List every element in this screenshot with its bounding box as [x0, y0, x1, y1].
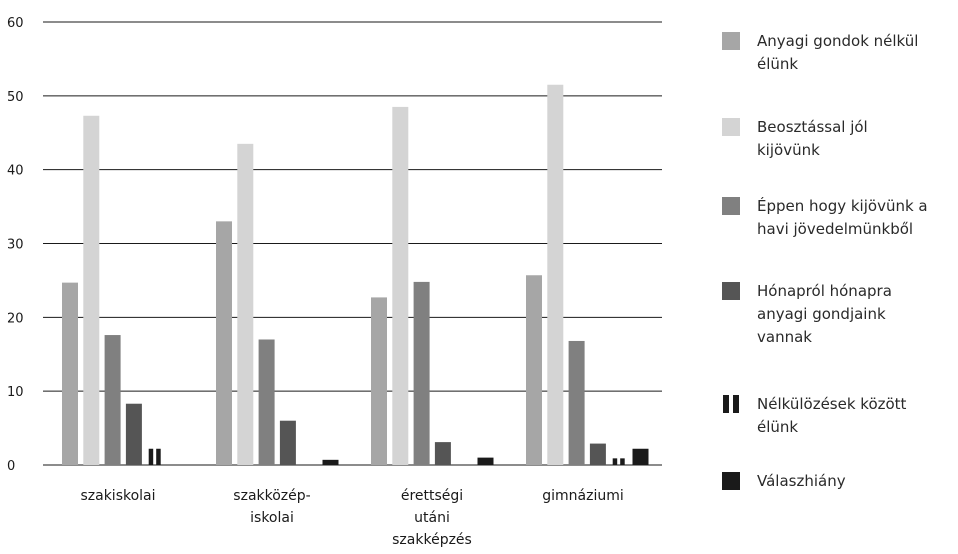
- x-axis-labels: szakiskolai szakközép-iskolai érettségi utá…: [80, 488, 623, 548]
- grid-lines: [43, 21, 662, 466]
- y-tick-label: 40: [7, 164, 24, 179]
- y-tick-label: 10: [7, 385, 24, 400]
- bar: [104, 335, 121, 465]
- x-tick-label: gimnáziumi: [542, 488, 624, 504]
- bar: [589, 443, 606, 465]
- legend-swatch: [722, 118, 740, 136]
- bar: [632, 448, 649, 465]
- legend-swatch: [722, 32, 740, 50]
- bars: [62, 84, 649, 466]
- bar-stripe: [620, 458, 625, 465]
- bar-chart: 0 10 20 30 40 50 60 szakiskolai szakközép-iskol…: [7, 16, 662, 548]
- bar: [62, 282, 78, 465]
- legend-label: Hónapról hónapra anyagi gondjaink vannak: [757, 282, 892, 346]
- y-tick-label: 0: [7, 459, 15, 474]
- bar: [83, 115, 100, 465]
- bar: [237, 143, 254, 465]
- bar: [322, 459, 339, 465]
- legend-swatch: [722, 197, 740, 215]
- y-tick-label: 50: [7, 90, 24, 105]
- y-tick-label: 60: [7, 16, 24, 31]
- bar: [477, 457, 494, 465]
- x-tick-label: szakiskolai: [80, 488, 155, 504]
- legend-swatch: [722, 395, 740, 413]
- legend-label: Anyagi gondok nélkül élünk: [757, 32, 919, 73]
- bar: [392, 106, 409, 466]
- y-tick-label: 20: [7, 311, 24, 326]
- bar: [568, 340, 585, 465]
- x-tick-label: szakközép-iskolai: [233, 488, 310, 526]
- bar: [216, 221, 232, 465]
- x-tick-label: érettségi utáni szakképzés: [392, 488, 472, 548]
- bar: [279, 420, 296, 465]
- bar: [125, 403, 142, 465]
- bar: [148, 448, 154, 465]
- legend-label: Nélkülözések között élünk: [757, 395, 907, 436]
- legend-swatch: [722, 282, 740, 300]
- bar: [258, 339, 275, 465]
- bar: [612, 458, 618, 465]
- bar-stripe: [156, 448, 161, 465]
- legend-swatch: [722, 472, 740, 490]
- y-tick-label: 30: [7, 238, 24, 253]
- bar: [434, 442, 451, 465]
- y-axis-ticks: 0 10 20 30 40 50 60: [7, 16, 24, 474]
- legend-label: Válaszhiány: [757, 472, 846, 490]
- bar: [413, 281, 430, 465]
- bar: [371, 297, 387, 465]
- bar: [547, 84, 564, 465]
- bar: [526, 275, 542, 465]
- legend-label: Éppen hogy kijövünk a havi jövedelmünkbő…: [757, 197, 928, 238]
- legend-label: Beosztással jól kijövünk: [757, 118, 868, 159]
